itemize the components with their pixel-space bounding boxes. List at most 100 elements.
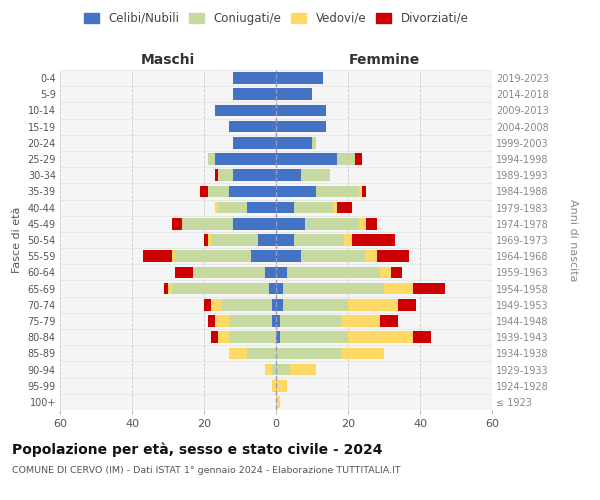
Bar	[276, 72, 323, 84]
Bar	[413, 282, 445, 294]
Bar	[233, 88, 276, 100]
Bar	[337, 153, 355, 165]
Bar	[175, 250, 251, 262]
Bar	[276, 364, 290, 376]
Bar	[301, 250, 366, 262]
Bar	[276, 121, 326, 132]
Bar	[204, 234, 208, 246]
Bar	[355, 153, 362, 165]
Bar	[172, 250, 175, 262]
Bar	[265, 364, 272, 376]
Bar	[413, 332, 431, 343]
Bar	[272, 364, 276, 376]
Bar	[276, 266, 287, 278]
Bar	[366, 218, 377, 230]
Bar	[229, 121, 276, 132]
Bar	[208, 234, 211, 246]
Bar	[283, 299, 348, 310]
Bar	[359, 186, 362, 198]
Bar	[341, 315, 380, 327]
Bar	[172, 218, 182, 230]
Bar	[175, 266, 193, 278]
Bar	[276, 315, 280, 327]
Bar	[362, 186, 366, 198]
Bar	[312, 137, 316, 148]
Y-axis label: Anni di nascita: Anni di nascita	[568, 198, 578, 281]
Bar	[211, 299, 222, 310]
Bar	[276, 234, 294, 246]
Text: COMUNE DI CERVO (IM) - Dati ISTAT 1° gennaio 2024 - Elaborazione TUTTITALIA.IT: COMUNE DI CERVO (IM) - Dati ISTAT 1° gen…	[12, 466, 401, 475]
Bar	[272, 299, 276, 310]
Bar	[211, 332, 218, 343]
Bar	[380, 266, 391, 278]
Bar	[204, 299, 211, 310]
Bar	[164, 282, 168, 294]
Bar	[280, 332, 348, 343]
Bar	[276, 202, 294, 213]
Bar	[276, 380, 287, 392]
Bar	[233, 170, 276, 181]
Bar	[258, 234, 276, 246]
Text: Maschi: Maschi	[141, 53, 195, 67]
Bar	[208, 315, 215, 327]
Bar	[294, 234, 344, 246]
Bar	[337, 202, 352, 213]
Bar	[168, 282, 172, 294]
Bar	[251, 250, 276, 262]
Bar	[276, 396, 280, 407]
Bar	[352, 234, 395, 246]
Bar	[398, 299, 416, 310]
Bar	[233, 218, 276, 230]
Bar	[276, 332, 280, 343]
Bar	[215, 202, 218, 213]
Bar	[247, 202, 276, 213]
Bar	[172, 282, 269, 294]
Bar	[391, 266, 402, 278]
Bar	[218, 332, 229, 343]
Bar	[269, 282, 276, 294]
Bar	[215, 104, 276, 117]
Bar	[229, 315, 272, 327]
Bar	[344, 234, 352, 246]
Bar	[280, 315, 341, 327]
Bar	[384, 282, 413, 294]
Bar	[211, 234, 258, 246]
Bar	[218, 170, 233, 181]
Text: Femmine: Femmine	[349, 53, 419, 67]
Bar	[143, 250, 172, 262]
Bar	[276, 153, 337, 165]
Bar	[316, 186, 359, 198]
Bar	[193, 266, 265, 278]
Bar	[229, 348, 247, 359]
Bar	[276, 282, 283, 294]
Bar	[233, 137, 276, 148]
Bar	[229, 186, 276, 198]
Bar	[276, 348, 341, 359]
Bar	[380, 315, 398, 327]
Bar	[215, 153, 276, 165]
Bar	[233, 72, 276, 84]
Bar	[301, 170, 330, 181]
Bar	[229, 332, 276, 343]
Bar	[348, 299, 398, 310]
Bar	[208, 153, 215, 165]
Bar	[305, 218, 359, 230]
Text: Popolazione per età, sesso e stato civile - 2024: Popolazione per età, sesso e stato civil…	[12, 442, 383, 457]
Y-axis label: Fasce di età: Fasce di età	[12, 207, 22, 273]
Bar	[276, 170, 301, 181]
Bar	[276, 137, 312, 148]
Bar	[276, 218, 305, 230]
Bar	[208, 186, 229, 198]
Bar	[272, 380, 276, 392]
Bar	[377, 250, 409, 262]
Bar	[215, 170, 218, 181]
Bar	[290, 364, 316, 376]
Bar	[334, 202, 337, 213]
Bar	[276, 299, 283, 310]
Bar	[276, 250, 301, 262]
Bar	[294, 202, 334, 213]
Bar	[272, 315, 276, 327]
Bar	[222, 299, 272, 310]
Bar	[276, 88, 312, 100]
Bar	[182, 218, 233, 230]
